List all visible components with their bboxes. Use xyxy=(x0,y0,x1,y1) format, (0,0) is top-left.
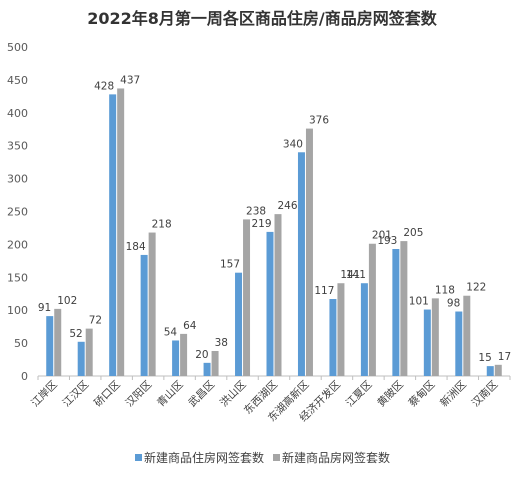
data-label-series-2: 102 xyxy=(57,295,77,307)
bar-series-1 xyxy=(235,272,243,376)
data-label-series-1: 157 xyxy=(220,259,240,271)
y-tick-label: 150 xyxy=(7,271,28,284)
data-label-series-2: 218 xyxy=(152,219,172,231)
data-label-series-2: 17 xyxy=(498,351,511,363)
data-label-series-2: 201 xyxy=(372,230,392,242)
bar-series-1 xyxy=(360,283,368,376)
legend-label-series-2: 新建商品房网签套数 xyxy=(282,450,390,465)
x-category-label: 江汉区 xyxy=(61,379,92,410)
bar-series-1 xyxy=(172,340,180,376)
chart-title: 2022年8月第一周各区商品住房/商品房网签套数 xyxy=(87,9,438,28)
x-category-label: 蔡甸区 xyxy=(406,378,437,409)
bars-group xyxy=(46,88,502,376)
bar-series-1 xyxy=(140,254,148,376)
bar-series-1 xyxy=(109,94,117,376)
bar-series-2 xyxy=(148,232,156,376)
bar-series-1 xyxy=(297,152,305,376)
legend-label-series-1: 新建商品住房网签套数 xyxy=(144,450,264,465)
data-label-series-2: 437 xyxy=(120,74,140,86)
y-axis: 0 50 100 150 200 250 300 350 400 450 500 xyxy=(7,41,28,383)
data-label-series-2: 122 xyxy=(466,282,486,294)
bar-series-1 xyxy=(486,366,494,376)
y-tick-label: 0 xyxy=(21,370,28,383)
data-label-series-2: 238 xyxy=(246,205,266,217)
y-tick-label: 450 xyxy=(7,74,28,87)
data-label-series-1: 91 xyxy=(38,302,51,314)
y-tick-label: 100 xyxy=(7,304,28,317)
bar-series-2 xyxy=(274,214,282,376)
y-tick-label: 250 xyxy=(7,206,28,219)
legend: 新建商品住房网签套数 新建商品房网签套数 xyxy=(135,450,390,465)
y-tick-label: 400 xyxy=(7,107,28,120)
bar-series-1 xyxy=(203,362,211,376)
x-category-label: 洪山区 xyxy=(218,379,249,410)
bar-series-1 xyxy=(329,299,337,376)
data-label-series-1: 101 xyxy=(409,296,429,308)
x-category-label: 江夏区 xyxy=(344,379,375,410)
bar-series-2 xyxy=(431,298,439,376)
x-category-label: 硚口区 xyxy=(92,379,123,410)
data-label-series-1: 141 xyxy=(346,269,366,281)
data-label-series-2: 64 xyxy=(183,320,197,332)
bar-series-2 xyxy=(400,241,408,376)
bar-series-2 xyxy=(211,350,219,376)
x-category-label: 汉阳区 xyxy=(123,379,154,410)
data-label-series-2: 118 xyxy=(435,284,455,296)
data-label-series-2: 205 xyxy=(403,227,423,239)
bar-series-1 xyxy=(266,231,274,376)
bar-series-2 xyxy=(494,364,502,376)
data-label-series-1: 428 xyxy=(94,80,114,92)
data-label-series-1: 15 xyxy=(478,352,491,364)
y-tick-label: 50 xyxy=(14,337,28,350)
bar-series-1 xyxy=(392,249,400,376)
bar-series-1 xyxy=(455,311,463,376)
data-label-series-1: 20 xyxy=(195,349,208,361)
x-category-label: 黄陂区 xyxy=(375,378,406,409)
data-label-series-1: 219 xyxy=(251,218,271,230)
bar-series-1 xyxy=(423,309,431,376)
bar-series-2 xyxy=(180,333,188,376)
legend-swatch-series-2 xyxy=(273,454,280,461)
bar-series-2 xyxy=(243,219,251,376)
data-label-series-1: 117 xyxy=(314,285,334,297)
bar-series-2 xyxy=(305,128,313,376)
data-label-series-1: 184 xyxy=(126,241,146,253)
data-label-series-2: 38 xyxy=(215,337,228,349)
data-label-series-1: 340 xyxy=(283,138,303,150)
bar-series-2 xyxy=(117,88,125,376)
data-label-series-2: 141 xyxy=(340,269,360,281)
y-tick-label: 300 xyxy=(7,173,28,186)
bar-series-2 xyxy=(463,295,471,376)
bar-series-2 xyxy=(368,243,376,376)
data-label-series-2: 376 xyxy=(309,115,329,127)
bar-series-2 xyxy=(85,328,93,376)
x-category-label: 汉南区 xyxy=(469,378,500,409)
bar-series-2 xyxy=(54,308,62,376)
data-label-series-1: 54 xyxy=(164,326,178,338)
bar-series-2 xyxy=(337,283,345,376)
y-tick-label: 500 xyxy=(7,41,28,54)
data-label-series-1: 193 xyxy=(377,235,397,247)
data-label-series-1: 52 xyxy=(69,328,82,340)
data-label-series-2: 72 xyxy=(89,315,102,327)
x-category-label: 青山区 xyxy=(154,378,185,409)
bar-series-1 xyxy=(46,316,54,376)
x-category-label: 新洲区 xyxy=(437,378,468,409)
y-tick-label: 350 xyxy=(7,140,28,153)
x-category-label: 武昌区 xyxy=(186,378,217,409)
bar-series-1 xyxy=(77,341,85,376)
x-category-label: 江岸区 xyxy=(29,379,60,410)
legend-swatch-series-1 xyxy=(135,454,142,461)
data-label-series-2: 246 xyxy=(278,200,298,212)
y-tick-label: 200 xyxy=(7,238,28,251)
data-label-series-1: 98 xyxy=(447,298,460,310)
